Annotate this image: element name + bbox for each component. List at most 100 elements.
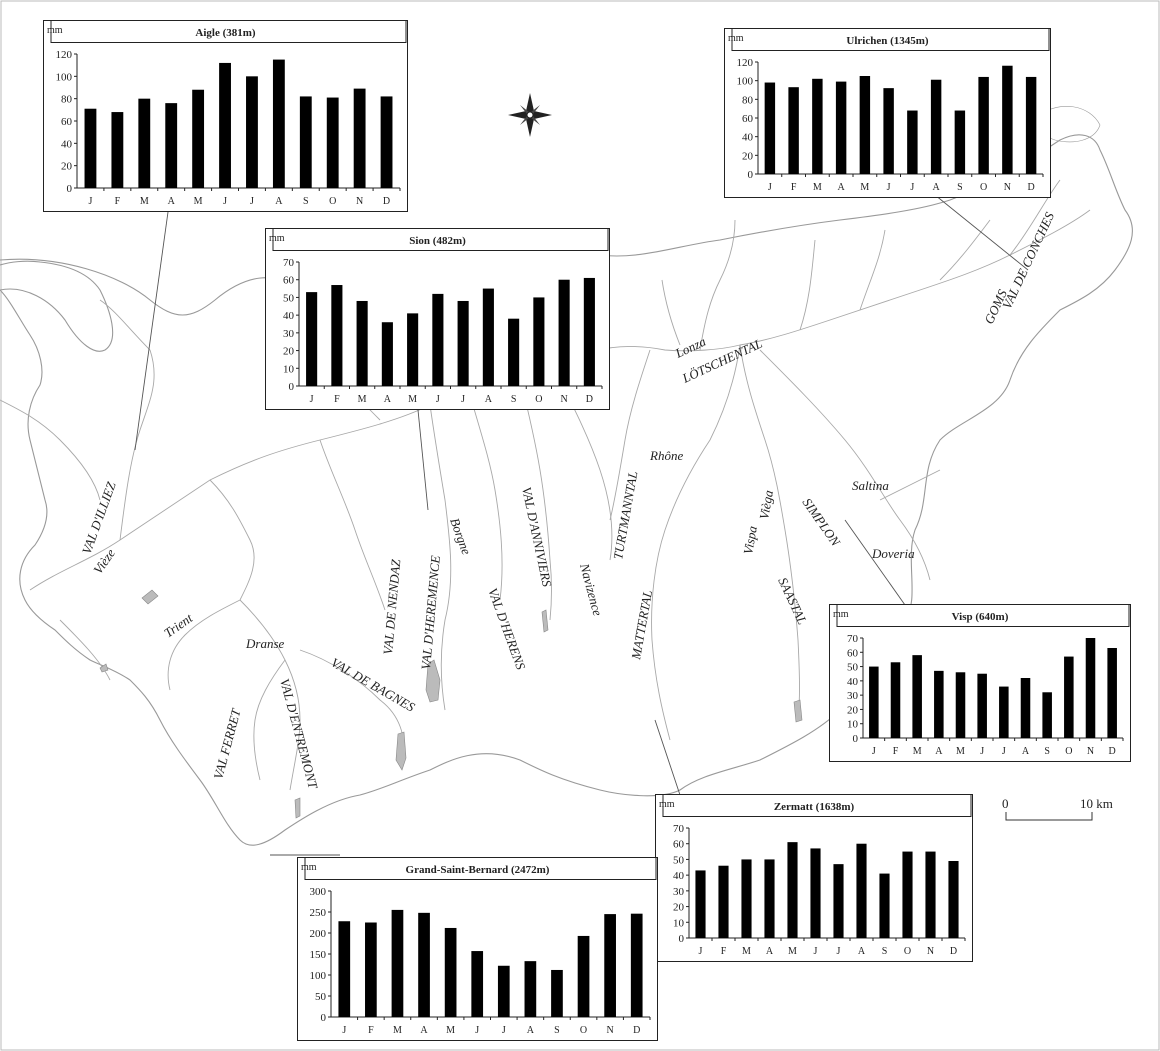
- y-tick-label: 300: [310, 886, 327, 898]
- y-tick-label: 70: [673, 823, 685, 835]
- bar: [954, 110, 966, 174]
- bar: [1064, 656, 1074, 738]
- x-tick-label: D: [586, 394, 593, 405]
- y-tick-label: 40: [283, 310, 295, 322]
- chart-svg: Visp (640m) mm 0 10 20 30 40 50 60 70 J F M A M J J A S O N D: [829, 604, 1131, 762]
- valley-label: VAL D'ENTREMONT: [277, 677, 321, 791]
- bar: [577, 935, 590, 1017]
- x-tick-label: M: [788, 946, 797, 957]
- y-tick-label: 0: [321, 1012, 327, 1024]
- x-tick-label: F: [334, 394, 340, 405]
- bar: [583, 277, 595, 386]
- chart-sion: Sion (482m) mm 0 10 20 30 40 50 60 70 J F M A M J J A S O N D: [265, 228, 610, 410]
- chart-title: Zermatt (1638m): [774, 801, 855, 813]
- chart-title: Aigle (381m): [195, 27, 256, 39]
- x-tick-label: D: [1109, 746, 1116, 757]
- bar: [380, 96, 393, 188]
- river-label: Vièga: [756, 489, 776, 521]
- x-tick-label: M: [408, 394, 417, 405]
- bar: [977, 673, 987, 738]
- bar: [902, 851, 913, 938]
- x-tick-label: A: [168, 196, 176, 207]
- bar: [391, 909, 404, 1017]
- y-tick-label: 20: [742, 150, 754, 162]
- x-tick-label: O: [580, 1025, 587, 1036]
- x-tick-label: D: [1028, 182, 1035, 193]
- y-tick-label: 20: [283, 346, 295, 358]
- bar: [812, 78, 823, 174]
- valley-label: VAL FERRET: [210, 707, 243, 781]
- x-tick-label: D: [383, 196, 390, 207]
- x-tick-label: M: [860, 182, 869, 193]
- bar: [246, 76, 258, 188]
- lakes: [99, 106, 1101, 819]
- x-tick-label: N: [927, 946, 934, 957]
- x-tick-label: M: [446, 1025, 455, 1036]
- bar: [1085, 638, 1096, 738]
- bar: [84, 108, 97, 188]
- rivers: [0, 179, 1091, 791]
- x-tick-label: J: [342, 1025, 346, 1036]
- x-tick-label: J: [887, 182, 891, 193]
- x-tick-label: J: [250, 196, 254, 207]
- x-tick-label: M: [742, 946, 751, 957]
- river-label: Borgne: [447, 516, 474, 557]
- y-tick-label: 30: [283, 328, 295, 340]
- river-label: Trient: [161, 610, 195, 640]
- bar: [912, 655, 922, 738]
- bar: [859, 76, 871, 174]
- bar: [444, 927, 457, 1017]
- valley-label: SAASTAL: [775, 575, 810, 627]
- bar: [925, 851, 936, 938]
- chart-title: Sion (482m): [409, 235, 466, 247]
- valley-label: VAL D'ANNIVIERS: [519, 486, 555, 589]
- river-label: Doveria: [871, 546, 915, 561]
- y-tick-label: 20: [847, 704, 859, 716]
- x-tick-label: M: [393, 1025, 402, 1036]
- x-tick-label: S: [511, 394, 517, 405]
- y-tick-label: 100: [310, 970, 327, 982]
- x-tick-label: J: [223, 196, 227, 207]
- scale-end: 10 km: [1080, 796, 1113, 811]
- bar: [869, 666, 879, 738]
- y-tick-label: 120: [737, 57, 754, 69]
- x-tick-label: A: [420, 1025, 428, 1036]
- bar: [718, 865, 729, 938]
- y-tick-label: 200: [310, 928, 327, 940]
- x-tick-label: M: [913, 746, 922, 757]
- x-tick-label: F: [115, 196, 121, 207]
- y-tick-label: 0: [853, 733, 859, 745]
- river-label: Saltina: [852, 478, 889, 493]
- x-tick-label: A: [384, 394, 392, 405]
- y-tick-label: 100: [737, 76, 754, 88]
- y-unit-label: mm: [833, 609, 849, 620]
- chart-svg: Grand-Saint-Bernard (2472m) mm 0 50 100 150 20…: [297, 857, 658, 1041]
- bar: [219, 62, 231, 188]
- chart-title-box: [731, 28, 1050, 51]
- bar: [353, 88, 366, 188]
- bar: [1107, 648, 1117, 738]
- bar: [272, 59, 285, 189]
- x-tick-label: S: [1044, 746, 1050, 757]
- x-tick-label: A: [935, 746, 943, 757]
- bar: [810, 848, 821, 938]
- x-tick-label: A: [485, 394, 493, 405]
- x-tick-label: O: [904, 946, 911, 957]
- x-tick-label: J: [980, 746, 984, 757]
- chart-zermatt: Zermatt (1638m) mm 0 10 20 30 40 50 60 70 J F M A M J J A…: [655, 794, 973, 962]
- bar: [165, 103, 178, 188]
- x-tick-label: J: [872, 746, 876, 757]
- bar: [381, 322, 393, 386]
- valley-label: VAL DE CONCHES: [999, 209, 1057, 311]
- bar: [978, 76, 989, 174]
- bar: [432, 293, 444, 386]
- x-tick-label: J: [502, 1025, 506, 1036]
- chart-svg: Ulrichen (1345m) mm 0 20 40 60 80 100 120 J F M A M J J…: [724, 28, 1051, 198]
- chart-svg: Sion (482m) mm 0 10 20 30 40 50 60 70 J F M A M J J A S O N D: [265, 228, 610, 410]
- chart-title: Visp (640m): [952, 611, 1009, 623]
- x-tick-label: O: [1065, 746, 1072, 757]
- y-tick-label: 40: [742, 132, 754, 144]
- bar: [418, 912, 430, 1017]
- x-tick-label: S: [957, 182, 963, 193]
